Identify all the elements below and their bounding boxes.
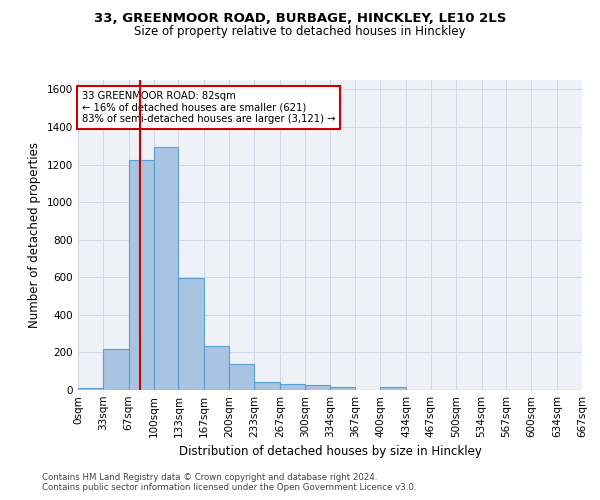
Text: Size of property relative to detached houses in Hinckley: Size of property relative to detached ho… <box>134 25 466 38</box>
Bar <box>380 387 406 390</box>
Bar <box>78 388 103 390</box>
Y-axis label: Number of detached properties: Number of detached properties <box>28 142 41 328</box>
Bar <box>305 386 331 390</box>
X-axis label: Distribution of detached houses by size in Hinckley: Distribution of detached houses by size … <box>179 446 481 458</box>
Bar <box>254 382 280 390</box>
Bar <box>229 364 254 390</box>
Bar <box>103 348 128 390</box>
Text: Contains HM Land Registry data © Crown copyright and database right 2024.: Contains HM Land Registry data © Crown c… <box>42 474 377 482</box>
Bar <box>154 146 178 390</box>
Bar <box>331 387 355 390</box>
Bar <box>128 160 154 390</box>
Bar <box>204 346 229 390</box>
Text: 33, GREENMOOR ROAD, BURBAGE, HINCKLEY, LE10 2LS: 33, GREENMOOR ROAD, BURBAGE, HINCKLEY, L… <box>94 12 506 26</box>
Bar <box>280 384 305 390</box>
Text: 33 GREENMOOR ROAD: 82sqm
← 16% of detached houses are smaller (621)
83% of semi-: 33 GREENMOOR ROAD: 82sqm ← 16% of detach… <box>82 92 335 124</box>
Bar <box>178 278 204 390</box>
Text: Contains public sector information licensed under the Open Government Licence v3: Contains public sector information licen… <box>42 484 416 492</box>
